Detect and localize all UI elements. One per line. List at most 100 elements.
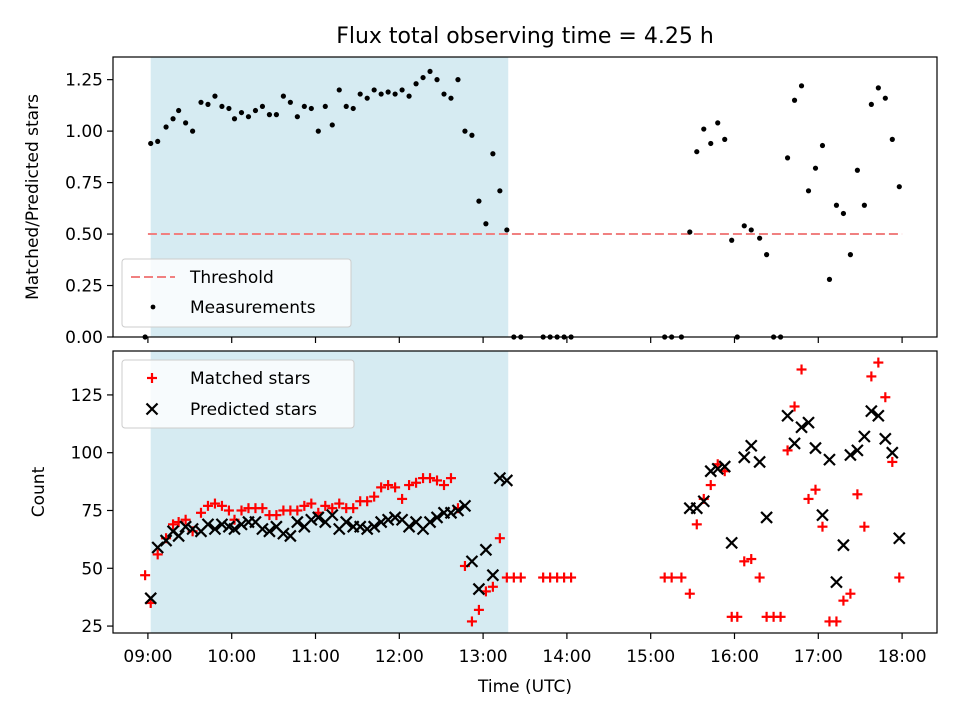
matched-star-point xyxy=(466,616,477,627)
measurement-point xyxy=(784,155,791,161)
measurement-point xyxy=(343,103,349,110)
predicted-star-point xyxy=(737,451,751,464)
measurement-point xyxy=(371,87,377,93)
x-tick-label: 10:00 xyxy=(207,647,256,667)
matched-star-point xyxy=(775,611,786,622)
predicted-star-point xyxy=(284,529,297,543)
measurement-point xyxy=(427,68,433,75)
x-tick-label: 15:00 xyxy=(626,647,675,667)
matched-star-point xyxy=(397,493,408,504)
predicted-star-point xyxy=(844,448,857,462)
predicted-star-point xyxy=(235,518,248,531)
top-y-tick-label: 0.25 xyxy=(65,277,103,297)
legend-threshold-label: Threshold xyxy=(189,268,274,288)
matched-star-point xyxy=(782,445,793,456)
matched-star-point xyxy=(271,510,282,521)
matched-star-point xyxy=(566,572,577,583)
measurement-point xyxy=(748,227,754,233)
predicted-star-point xyxy=(711,462,725,476)
predicted-star-point xyxy=(381,513,395,527)
measurement-point xyxy=(434,77,440,83)
measurement-point xyxy=(715,120,721,126)
matched-star-point xyxy=(810,484,821,495)
predicted-star-point xyxy=(872,409,885,422)
measurement-point xyxy=(315,128,321,134)
measurement-point xyxy=(420,74,426,81)
predicted-star-point xyxy=(144,592,157,605)
predicted-star-point xyxy=(325,508,339,522)
matched-star-point xyxy=(705,480,716,491)
predicted-star-point xyxy=(725,536,738,550)
top-y-tick-label: 0.50 xyxy=(65,225,103,245)
predicted-star-point xyxy=(851,444,864,457)
matched-star-point xyxy=(732,611,743,622)
measurement-point xyxy=(483,221,489,227)
legend-measurements-swatch xyxy=(150,304,156,310)
bottom-y-tick-label: 75 xyxy=(81,501,103,521)
matched-star-point xyxy=(362,496,373,507)
measurement-point xyxy=(198,99,204,105)
matched-star-point xyxy=(306,498,317,509)
measurement-point xyxy=(847,252,854,258)
predicted-star-point xyxy=(339,515,353,529)
top-y-ticks: 0.00 0.25 0.50 0.75 1.00 1.25 xyxy=(65,71,113,348)
predicted-star-point xyxy=(788,437,801,450)
matched-star-point xyxy=(438,480,449,491)
predicted-star-point xyxy=(201,518,215,531)
bottom-legend-box xyxy=(121,359,355,429)
predicted-star-point xyxy=(858,430,871,443)
measurement-point xyxy=(701,126,707,132)
measurement-point xyxy=(504,227,510,233)
top-panel: 0.00 0.25 0.50 0.75 1.00 1.25 Matched/Predict… xyxy=(23,56,938,348)
matched-star-point xyxy=(817,521,828,532)
x-tick-label: 13:00 xyxy=(459,647,508,667)
x-tick-label: 17:00 xyxy=(794,647,843,667)
matched-star-point xyxy=(691,519,702,530)
measurement-point xyxy=(219,103,225,110)
measurement-point xyxy=(462,128,468,134)
predicted-star-point xyxy=(472,582,486,596)
measurement-point xyxy=(741,223,747,229)
measurement-point xyxy=(238,109,245,116)
matched-star-point xyxy=(880,392,891,403)
measurement-point xyxy=(497,188,503,194)
predicted-star-point xyxy=(312,511,325,524)
matched-star-point xyxy=(152,549,163,560)
measurement-point xyxy=(757,235,763,241)
predicted-star-point xyxy=(256,522,269,536)
predicted-star-point xyxy=(865,404,878,418)
measurement-point xyxy=(476,198,482,204)
top-y-axis-label: Matched/Predicted stars xyxy=(23,94,43,300)
bottom-y-tick-label: 50 xyxy=(81,559,103,579)
matched-star-point xyxy=(292,505,303,516)
matched-star-point xyxy=(684,588,695,599)
measurement-point xyxy=(889,136,895,142)
predicted-star-point xyxy=(291,515,304,529)
predicted-star-point xyxy=(886,446,899,459)
matched-star-point xyxy=(739,556,750,567)
bottom-y-ticks: 25 50 75 100 125 xyxy=(71,386,113,637)
predicted-star-point xyxy=(215,518,229,531)
x-tick-label: 14:00 xyxy=(542,647,591,667)
predicted-star-point xyxy=(374,515,388,529)
bottom-panel: 25 50 75 100 125 09:00 10:00 11:00 12:00 13:00 14… xyxy=(29,350,938,697)
predicted-star-point xyxy=(367,520,381,533)
predicted-star-point xyxy=(479,543,493,557)
predicted-star-point xyxy=(704,464,718,478)
measurement-point xyxy=(357,91,363,97)
matched-star-point xyxy=(894,572,905,583)
predicted-star-point xyxy=(465,555,479,568)
predicted-star-point xyxy=(430,511,444,524)
matched-star-point xyxy=(299,500,310,511)
top-y-tick-label: 0.75 xyxy=(65,174,103,194)
matched-star-point xyxy=(445,473,456,484)
measurement-point xyxy=(190,128,196,134)
predicted-star-point xyxy=(500,474,514,487)
predicted-star-point xyxy=(809,441,822,455)
predicted-star-point xyxy=(781,409,794,422)
measurement-point xyxy=(833,202,840,208)
matched-star-point xyxy=(746,554,757,565)
x-tick-label: 09:00 xyxy=(123,647,172,667)
measurement-point xyxy=(212,93,218,99)
